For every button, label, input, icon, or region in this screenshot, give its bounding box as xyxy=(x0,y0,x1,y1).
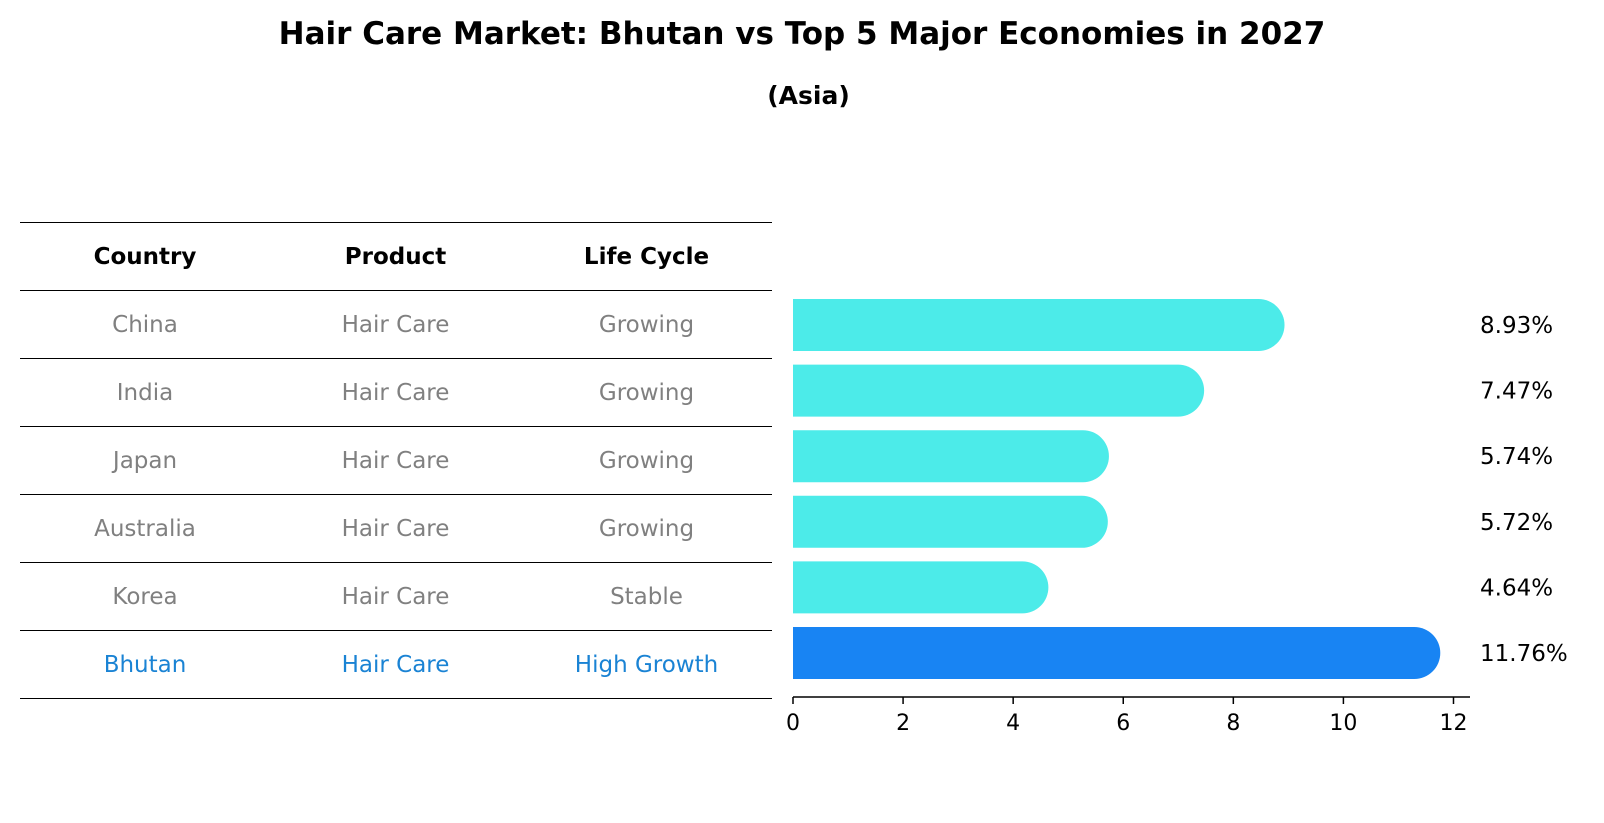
cell-life-cycle: High Growth xyxy=(574,651,719,678)
cell-country: India xyxy=(116,379,174,406)
value-label: 7.47% xyxy=(1480,379,1553,405)
bar-bhutan xyxy=(793,627,1441,679)
cell-product: Hair Care xyxy=(341,311,450,338)
header-product: Product xyxy=(344,243,447,270)
cell-product: Hair Care xyxy=(341,651,450,678)
cell-country: Australia xyxy=(94,515,196,542)
x-tick-label: 2 xyxy=(896,711,910,736)
cell-country: Korea xyxy=(112,583,178,610)
x-tick-label: 6 xyxy=(1116,711,1130,736)
x-tick-label: 10 xyxy=(1329,711,1357,736)
bar-china xyxy=(793,299,1285,351)
cell-country: China xyxy=(112,311,178,338)
cell-product: Hair Care xyxy=(341,515,450,542)
cell-life-cycle: Growing xyxy=(598,447,695,474)
table-row-highlight: Bhutan Hair Care High Growth xyxy=(20,630,772,699)
cell-country: Japan xyxy=(112,447,178,474)
table-row: Korea Hair Care Stable xyxy=(20,562,772,630)
x-tick-label: 4 xyxy=(1006,711,1020,736)
cell-life-cycle: Stable xyxy=(610,583,683,610)
cell-product: Hair Care xyxy=(341,583,450,610)
data-table: Country Product Life Cycle China Hair Ca… xyxy=(20,222,772,699)
header-life-cycle: Life Cycle xyxy=(583,243,710,270)
chart-subtitle: (Asia) xyxy=(767,81,850,110)
cell-life-cycle: Growing xyxy=(598,515,695,542)
value-label: 5.74% xyxy=(1480,444,1553,470)
value-label: 11.76% xyxy=(1480,641,1568,667)
value-label: 4.64% xyxy=(1480,575,1553,601)
bar-australia xyxy=(793,495,1108,548)
x-tick-label: 0 xyxy=(786,711,800,736)
table-row: India Hair Care Growing xyxy=(20,358,772,426)
value-label: 8.93% xyxy=(1480,313,1553,339)
table-row: Australia Hair Care Growing xyxy=(20,494,772,562)
table-row: China Hair Care Growing xyxy=(20,290,772,358)
cell-life-cycle: Growing xyxy=(598,311,695,338)
cell-country: Bhutan xyxy=(103,651,187,678)
x-tick-label: 8 xyxy=(1226,711,1240,736)
cell-product: Hair Care xyxy=(341,447,450,474)
cell-life-cycle: Growing xyxy=(598,379,695,406)
value-label: 5.72% xyxy=(1480,510,1553,536)
bar-japan xyxy=(793,430,1109,483)
bar-india xyxy=(793,364,1205,417)
table-header-row: Country Product Life Cycle xyxy=(20,222,772,290)
cell-product: Hair Care xyxy=(341,379,450,406)
chart-title: Hair Care Market: Bhutan vs Top 5 Major … xyxy=(278,16,1326,52)
x-tick-label: 12 xyxy=(1439,711,1467,736)
bar-korea xyxy=(793,561,1049,614)
table-row: Japan Hair Care Growing xyxy=(20,426,772,494)
header-country: Country xyxy=(93,243,197,270)
